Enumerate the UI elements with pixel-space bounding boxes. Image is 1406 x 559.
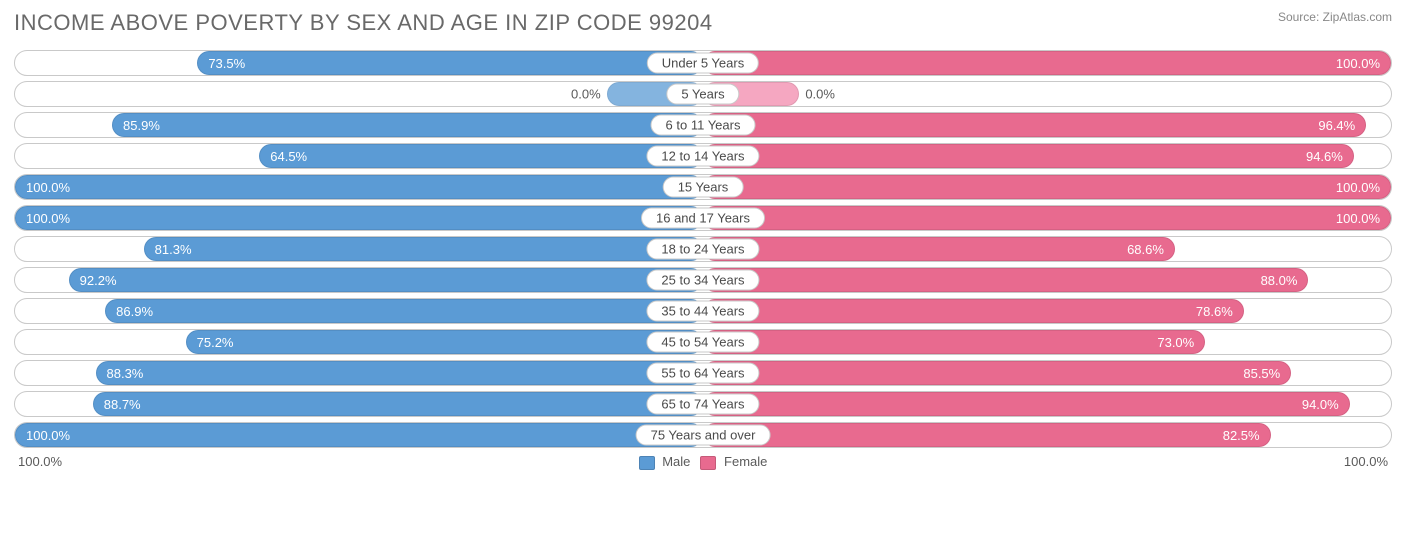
male-half: 85.9% bbox=[15, 113, 703, 137]
category-label: 12 to 14 Years bbox=[646, 146, 759, 167]
female-bar: 85.5% bbox=[703, 361, 1291, 385]
category-label: 35 to 44 Years bbox=[646, 301, 759, 322]
female-half: 85.5% bbox=[703, 361, 1391, 385]
female-half: 100.0% bbox=[703, 175, 1391, 199]
female-bar: 100.0% bbox=[703, 51, 1391, 75]
male-half: 100.0% bbox=[15, 175, 703, 199]
female-half: 0.0% bbox=[703, 82, 1391, 106]
male-bar: 73.5% bbox=[197, 51, 703, 75]
category-label: 16 and 17 Years bbox=[641, 208, 765, 229]
chart-row: 0.0% 0.0% 5 Years bbox=[14, 81, 1392, 107]
category-label: Under 5 Years bbox=[647, 53, 759, 74]
female-half: 82.5% bbox=[703, 423, 1391, 447]
chart-row: 100.0%100.0%16 and 17 Years bbox=[14, 205, 1392, 231]
male-swatch bbox=[639, 456, 655, 470]
category-label: 75 Years and over bbox=[636, 425, 771, 446]
female-bar: 82.5% bbox=[703, 423, 1271, 447]
female-bar: 88.0% bbox=[703, 268, 1308, 292]
female-half: 94.6% bbox=[703, 144, 1391, 168]
male-half: 75.2% bbox=[15, 330, 703, 354]
female-half: 100.0% bbox=[703, 51, 1391, 75]
male-half: 0.0% bbox=[15, 82, 703, 106]
female-half: 100.0% bbox=[703, 206, 1391, 230]
chart-row: 85.9%96.4%6 to 11 Years bbox=[14, 112, 1392, 138]
axis-right-label: 100.0% bbox=[1344, 454, 1388, 469]
category-label: 6 to 11 Years bbox=[651, 115, 756, 136]
chart-source: Source: ZipAtlas.com bbox=[1278, 10, 1392, 24]
male-bar: 100.0% bbox=[15, 175, 703, 199]
male-half: 88.3% bbox=[15, 361, 703, 385]
legend-male: Male bbox=[639, 454, 691, 470]
female-bar: 73.0% bbox=[703, 330, 1205, 354]
female-half: 94.0% bbox=[703, 392, 1391, 416]
female-half: 68.6% bbox=[703, 237, 1391, 261]
male-half: 86.9% bbox=[15, 299, 703, 323]
female-bar: 94.6% bbox=[703, 144, 1354, 168]
chart-row: 86.9%78.6%35 to 44 Years bbox=[14, 298, 1392, 324]
female-bar: 96.4% bbox=[703, 113, 1366, 137]
chart-header: INCOME ABOVE POVERTY BY SEX AND AGE IN Z… bbox=[14, 10, 1392, 36]
female-bar: 100.0% bbox=[703, 206, 1391, 230]
chart-rows: 73.5%100.0%Under 5 Years0.0%0.0%5 Years8… bbox=[14, 50, 1392, 448]
category-label: 55 to 64 Years bbox=[646, 363, 759, 384]
chart-row: 88.3%85.5%55 to 64 Years bbox=[14, 360, 1392, 386]
female-swatch bbox=[700, 456, 716, 470]
category-label: 15 Years bbox=[663, 177, 744, 198]
category-label: 45 to 54 Years bbox=[646, 332, 759, 353]
female-bar: 68.6% bbox=[703, 237, 1175, 261]
male-half: 73.5% bbox=[15, 51, 703, 75]
category-label: 65 to 74 Years bbox=[646, 394, 759, 415]
legend-male-label: Male bbox=[662, 454, 690, 469]
female-half: 78.6% bbox=[703, 299, 1391, 323]
female-half: 96.4% bbox=[703, 113, 1391, 137]
male-value-label: 0.0% bbox=[571, 87, 601, 102]
legend-female: Female bbox=[700, 454, 767, 470]
chart-row: 64.5%94.6%12 to 14 Years bbox=[14, 143, 1392, 169]
chart-footer: 100.0% Male Female 100.0% bbox=[14, 454, 1392, 470]
axis-left-label: 100.0% bbox=[18, 454, 62, 469]
female-bar: 78.6% bbox=[703, 299, 1244, 323]
female-half: 73.0% bbox=[703, 330, 1391, 354]
chart-row: 100.0%100.0%15 Years bbox=[14, 174, 1392, 200]
category-label: 5 Years bbox=[666, 84, 739, 105]
male-bar: 64.5% bbox=[259, 144, 703, 168]
female-bar: 100.0% bbox=[703, 175, 1391, 199]
male-half: 100.0% bbox=[15, 206, 703, 230]
male-half: 81.3% bbox=[15, 237, 703, 261]
male-bar: 100.0% bbox=[15, 423, 703, 447]
legend-female-label: Female bbox=[724, 454, 767, 469]
male-bar: 92.2% bbox=[69, 268, 703, 292]
male-bar: 85.9% bbox=[112, 113, 703, 137]
male-half: 100.0% bbox=[15, 423, 703, 447]
category-label: 25 to 34 Years bbox=[646, 270, 759, 291]
chart-row: 75.2%73.0%45 to 54 Years bbox=[14, 329, 1392, 355]
male-half: 88.7% bbox=[15, 392, 703, 416]
female-value-label: 0.0% bbox=[805, 87, 835, 102]
chart-title: INCOME ABOVE POVERTY BY SEX AND AGE IN Z… bbox=[14, 10, 713, 36]
category-label: 18 to 24 Years bbox=[646, 239, 759, 260]
male-bar: 81.3% bbox=[144, 237, 703, 261]
female-bar: 94.0% bbox=[703, 392, 1350, 416]
chart-row: 100.0%82.5%75 Years and over bbox=[14, 422, 1392, 448]
male-bar: 88.7% bbox=[93, 392, 703, 416]
chart-row: 73.5%100.0%Under 5 Years bbox=[14, 50, 1392, 76]
male-bar: 86.9% bbox=[105, 299, 703, 323]
male-half: 92.2% bbox=[15, 268, 703, 292]
male-half: 64.5% bbox=[15, 144, 703, 168]
chart-row: 88.7%94.0%65 to 74 Years bbox=[14, 391, 1392, 417]
chart-row: 92.2%88.0%25 to 34 Years bbox=[14, 267, 1392, 293]
chart-row: 81.3%68.6%18 to 24 Years bbox=[14, 236, 1392, 262]
male-bar: 75.2% bbox=[186, 330, 703, 354]
male-bar: 88.3% bbox=[96, 361, 704, 385]
female-half: 88.0% bbox=[703, 268, 1391, 292]
male-bar: 100.0% bbox=[15, 206, 703, 230]
